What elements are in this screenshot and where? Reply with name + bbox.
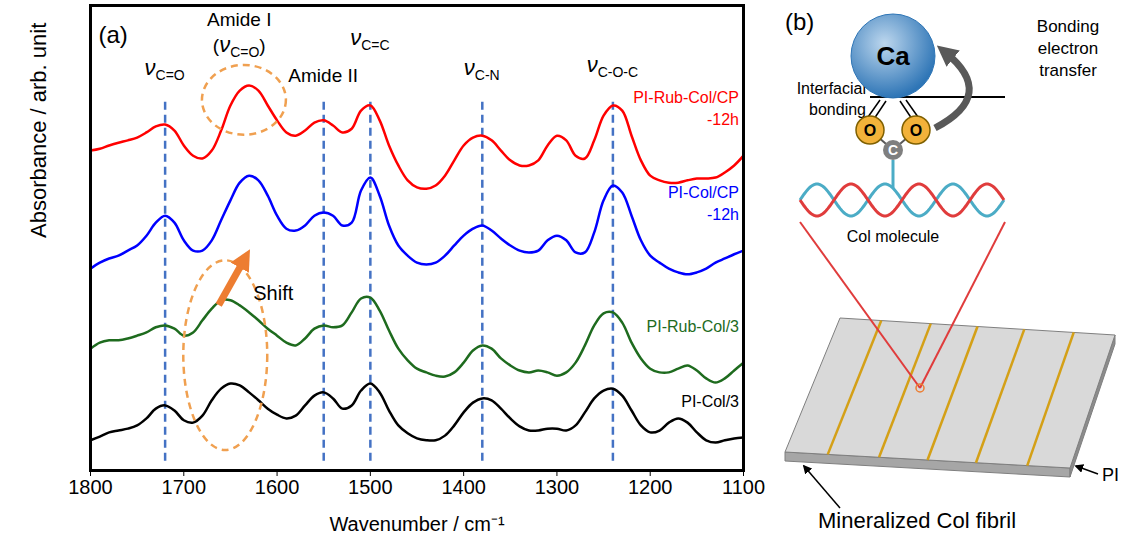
svg-text:C: C: [888, 142, 898, 158]
svg-text:electron: electron: [1038, 39, 1098, 58]
svg-text:νC=O: νC=O: [145, 55, 185, 83]
svg-text:Interfacial: Interfacial: [797, 80, 866, 97]
svg-text:O: O: [910, 122, 922, 139]
svg-text:(b): (b): [785, 8, 814, 35]
svg-text:Amide I: Amide I: [207, 9, 271, 30]
svg-text:transfer: transfer: [1039, 61, 1097, 80]
svg-text:Amide II: Amide II: [288, 65, 358, 86]
svg-text:1100: 1100: [722, 476, 765, 498]
svg-text:1400: 1400: [441, 476, 486, 498]
svg-text:-12h: -12h: [707, 111, 739, 128]
svg-text:1800: 1800: [68, 476, 113, 498]
svg-text:-12h: -12h: [707, 206, 739, 223]
svg-text:Mineralized Col fibril: Mineralized Col fibril: [818, 508, 1016, 533]
svg-text:bonding: bonding: [809, 101, 866, 118]
svg-text:PI-Col/CP: PI-Col/CP: [668, 184, 739, 201]
svg-text:1200: 1200: [628, 476, 673, 498]
svg-text:(a): (a): [99, 21, 128, 48]
svg-text:1600: 1600: [255, 476, 300, 498]
svg-text:Wavenumber / cm⁻¹: Wavenumber / cm⁻¹: [329, 513, 505, 535]
svg-text:O: O: [864, 122, 876, 139]
svg-text:νC-N: νC-N: [464, 55, 500, 83]
svg-text:Absorbance / arb. unit: Absorbance / arb. unit: [26, 23, 51, 238]
svg-text:PI-Col/3: PI-Col/3: [681, 393, 739, 410]
svg-text:1500: 1500: [348, 476, 393, 498]
svg-text:PI: PI: [1102, 465, 1119, 485]
svg-text:PI-Rub-Col/3: PI-Rub-Col/3: [647, 318, 740, 335]
svg-text:1300: 1300: [535, 476, 580, 498]
svg-text:Shift: Shift: [253, 282, 293, 304]
svg-text:Col molecule: Col molecule: [847, 228, 940, 245]
svg-text:Ca: Ca: [876, 41, 910, 71]
svg-text:1700: 1700: [162, 476, 207, 498]
svg-text:νC=C: νC=C: [350, 25, 389, 53]
svg-text:PI-Rub-Col/CP: PI-Rub-Col/CP: [633, 89, 739, 106]
svg-text:(νC=O): (νC=O): [213, 32, 266, 60]
svg-text:Bonding: Bonding: [1037, 17, 1099, 36]
svg-text:νC-O-C: νC-O-C: [587, 52, 638, 80]
